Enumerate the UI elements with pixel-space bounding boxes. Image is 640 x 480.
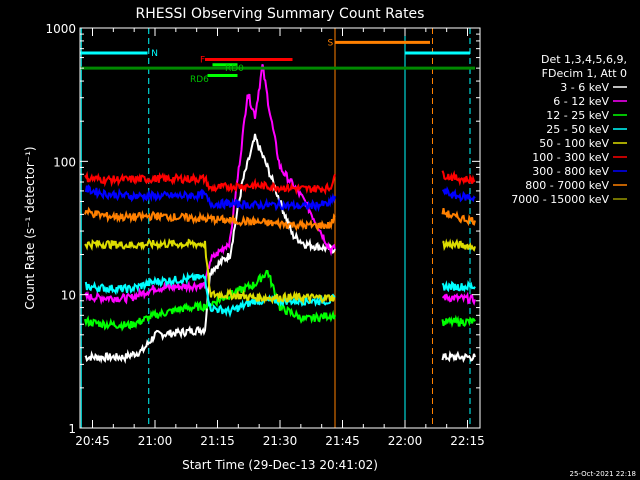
x-tick-label: 21:15 (200, 434, 235, 448)
series-line (84, 170, 336, 196)
legend: Det 1,3,4,5,6,9,FDecim 1, Att 03 - 6 keV… (511, 53, 627, 206)
annotation-label: N (151, 49, 158, 59)
x-tick-label: 20:45 (75, 434, 110, 448)
y-tick-label: 10 (61, 289, 76, 303)
legend-header: Det 1,3,4,5,6,9, (541, 53, 627, 66)
x-axis: 20:45 21:00 21:15 21:30 21:45 22:00 22:15 (75, 28, 485, 448)
x-tick-label: 22:15 (450, 434, 485, 448)
legend-entry-label: 800 - 7000 keV (525, 179, 609, 192)
legend-entry-label: 50 - 100 keV (539, 137, 609, 150)
series-line (441, 280, 476, 293)
series-line (441, 186, 476, 203)
y-tick-label: 1000 (45, 22, 76, 36)
series-line (441, 208, 476, 227)
x-tick-label: 21:00 (138, 434, 173, 448)
series-line (84, 133, 336, 365)
y-axis-label: Count Rate (s⁻¹ detector⁻¹) (23, 146, 37, 309)
series-line (84, 206, 336, 232)
annotation-label: S (328, 39, 334, 49)
annotation-label: RD0 (225, 64, 244, 74)
series-line (442, 238, 476, 252)
legend-entry-label: 100 - 300 keV (532, 151, 609, 164)
chart-title: RHESSI Observing Summary Count Rates (136, 6, 425, 22)
series-line (84, 271, 336, 318)
legend-entry-label: 25 - 50 keV (546, 123, 609, 136)
series-line (84, 184, 336, 213)
annotation-label: RD6 (190, 75, 209, 85)
legend-entry-label: 3 - 6 keV (560, 81, 609, 94)
footer-timestamp: 25-Oct-2021 22:18 (570, 470, 636, 478)
legend-entry-label: 300 - 800 keV (532, 165, 609, 178)
annotation-label: F (200, 56, 205, 66)
legend-entry-label: 6 - 12 keV (553, 95, 609, 108)
y-tick-label: 100 (53, 155, 76, 169)
y-axis: 1 10 100 1000 (45, 22, 480, 436)
series-line (441, 350, 476, 364)
series-line (441, 170, 476, 187)
series-line (441, 291, 476, 306)
series-line (84, 238, 336, 305)
x-tick-label: 21:30 (263, 434, 298, 448)
series-line (441, 314, 476, 328)
series-line (84, 64, 336, 306)
x-tick-label: 22:00 (388, 434, 423, 448)
x-tick-label: 21:45 (325, 434, 360, 448)
legend-entry-label: 12 - 25 keV (546, 109, 609, 122)
legend-entry-label: 7000 - 15000 keV (511, 193, 609, 206)
legend-header: FDecim 1, Att 0 (542, 67, 627, 80)
y-tick-label: 1 (68, 422, 76, 436)
x-axis-label: Start Time (29-Dec-13 20:41:02) (182, 458, 378, 472)
